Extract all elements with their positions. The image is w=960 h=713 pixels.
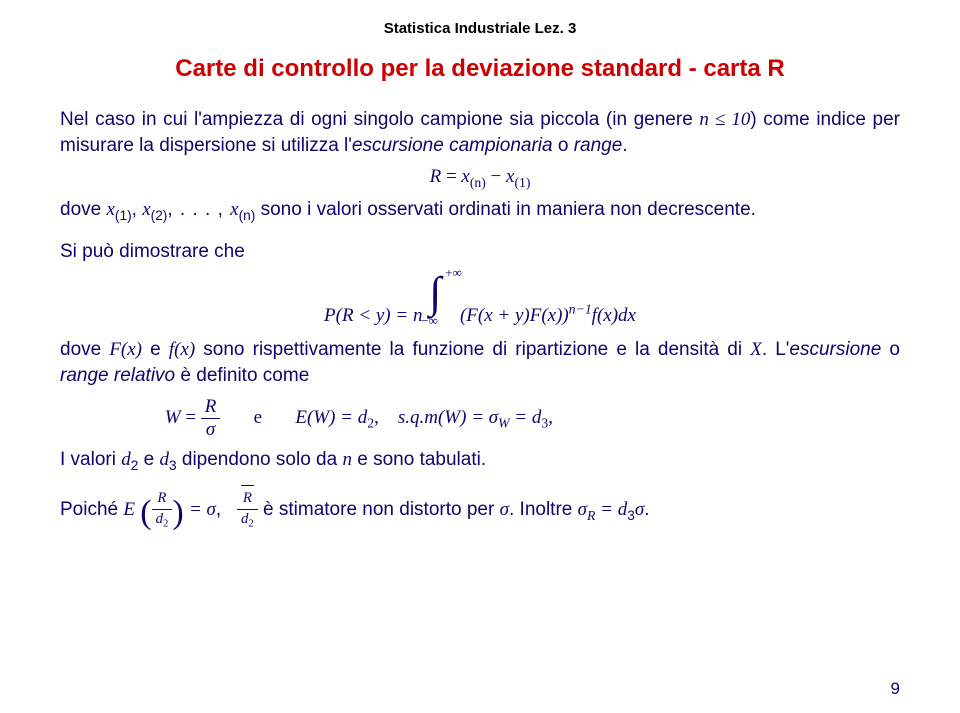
seq-sub: (1) (115, 208, 132, 223)
comma: , (216, 500, 232, 521)
seq-sub: (2) (151, 208, 168, 223)
integrand-a: (F(x + y)F(x)) (460, 305, 569, 326)
d3-sub: 3 (169, 458, 177, 473)
bar-icon (241, 485, 254, 486)
sqm: s.q.m(W) = σ (398, 407, 498, 428)
E: E (123, 500, 135, 521)
EW: E(W) = d (295, 407, 367, 428)
seq-sub: (n) (239, 208, 256, 223)
sigma2: σ (635, 500, 644, 521)
eq-sub: (1) (514, 175, 530, 190)
page-number: 9 (891, 679, 900, 699)
inline-X: X (750, 339, 762, 360)
seq-x1: x (106, 199, 114, 220)
text: e sono tabulati. (352, 449, 486, 470)
text: dipendono solo da (177, 449, 343, 470)
frac-num: R (237, 489, 258, 509)
d3: d (159, 449, 169, 470)
text: . L' (762, 339, 790, 360)
eq-lhs: R (430, 166, 442, 187)
eq-term: x (461, 166, 469, 187)
int-char: ∫ (429, 267, 441, 318)
page-root: Statistica Industriale Lez. 3 Carte di c… (0, 0, 960, 713)
paragraph-Ffx: dove F(x) e f(x) sono rispettivamente la… (60, 337, 900, 388)
text: o (881, 339, 900, 360)
integral: ∫ −∞ +∞ (427, 273, 455, 321)
seq-x2: x (142, 199, 150, 220)
equation-P: P(R < y) = n ∫ −∞ +∞ (F(x + y)F(x))n−1f(… (60, 273, 900, 327)
sigma: σ (500, 500, 509, 521)
inline-F: F(x) (109, 339, 142, 360)
text: dove (60, 199, 106, 220)
comma2: , (548, 407, 553, 428)
text: o (553, 135, 574, 156)
text: . Inoltre (509, 500, 578, 521)
running-head: Statistica Industriale Lez. 3 (60, 20, 900, 37)
term-range-relative: range relativo (60, 365, 175, 386)
int-upper: +∞ (445, 265, 462, 281)
eq-sub: (n) (470, 175, 486, 190)
paragraph-poiche: Poiché E (Rd2) = σ, Rd2 è stimatore non … (60, 489, 900, 536)
eq-sigma: = σ (189, 500, 216, 521)
term-range: range (574, 135, 623, 156)
eq-minus: − (491, 166, 506, 187)
text: dove (60, 339, 109, 360)
paragraph-dove: dove x(1), x(2), . . . , x(n) sono i val… (60, 197, 900, 225)
equation-W: W = Rσ e E(W) = d2, s.q.m(W) = σW = d3, (100, 396, 900, 441)
sqm-sub: W (498, 416, 509, 431)
paragraph-intro: Nel caso in cui l'ampiezza di ogni singo… (60, 107, 900, 158)
int-lower: −∞ (421, 313, 438, 329)
frac-R-d2: Rd2 (152, 489, 173, 531)
integral-symbol: ∫ −∞ +∞ (427, 273, 455, 321)
gap-e: e (225, 407, 290, 428)
inline-math: n ≤ 10 (699, 109, 750, 130)
W: W (165, 407, 181, 428)
inline-f: f(x) (169, 339, 195, 360)
text: è stimatore non distorto per (263, 500, 500, 521)
text: . (644, 500, 649, 521)
frac-R-sigma: Rσ (201, 396, 221, 441)
den-sub: 2 (163, 518, 168, 530)
eq: = (181, 407, 201, 428)
eq-lhs: P(R < y) = n (324, 305, 422, 326)
seq-xn: x (230, 199, 238, 220)
den-sub: 2 (248, 518, 253, 530)
integrand-exp: n−1 (569, 301, 592, 316)
eq2: = d (510, 407, 542, 428)
rparen-icon: ) (172, 495, 183, 532)
dots: , . . . , (167, 199, 230, 220)
lparen-icon: ( (140, 495, 151, 532)
text: e (138, 449, 159, 470)
eq-sign: = (446, 166, 461, 187)
equation-R: R = x(n) − x(1) (60, 166, 900, 191)
comma: , (374, 407, 398, 428)
term-escursione2: escursione (789, 339, 881, 360)
frac-num: R (201, 396, 221, 418)
frac-den: d2 (152, 509, 173, 531)
text: sono rispettivamente la funzione di ripa… (195, 339, 750, 360)
d2: d (121, 449, 131, 470)
n: n (342, 449, 352, 470)
d3-sub: 3 (627, 508, 635, 523)
term-escursione: escursione campionaria (352, 135, 553, 156)
text: Nel caso in cui l'ampiezza di ogni singo… (60, 109, 699, 130)
text: e (142, 339, 169, 360)
text: . (622, 135, 627, 156)
frac-den: d2 (237, 509, 258, 531)
sigmaR: σ (578, 500, 587, 521)
page-title: Carte di controllo per la deviazione sta… (60, 55, 900, 83)
frac-Rbar-d2: Rd2 (237, 489, 258, 531)
paragraph-dimostrare: Si può dimostrare che (60, 239, 900, 265)
text: I valori (60, 449, 121, 470)
frac-num: R (152, 489, 173, 509)
text: sono i valori osservati ordinati in mani… (255, 199, 756, 220)
Rbar: R (243, 490, 252, 506)
integrand-b: f(x)dx (592, 305, 636, 326)
eq-d3: = d (595, 500, 627, 521)
text: Poiché (60, 500, 123, 521)
den-d: d (156, 511, 163, 527)
paragraph-valori: I valori d2 e d3 dipendono solo da n e s… (60, 447, 900, 475)
text: è definito come (175, 365, 309, 386)
frac-den: σ (201, 418, 221, 441)
